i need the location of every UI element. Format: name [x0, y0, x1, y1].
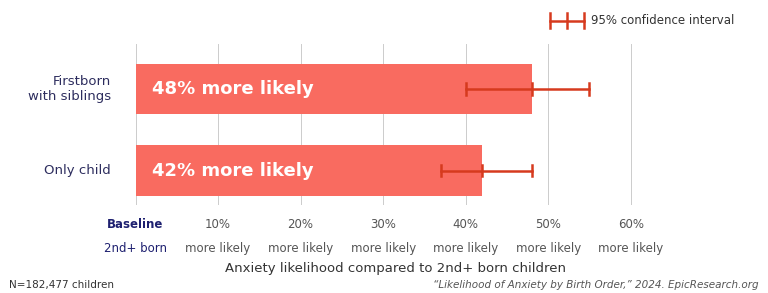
- Text: 30%: 30%: [370, 218, 396, 231]
- Text: 48% more likely: 48% more likely: [152, 80, 314, 98]
- Text: “Likelihood of Anxiety by Birth Order,” 2024. EpicResearch.org: “Likelihood of Anxiety by Birth Order,” …: [433, 280, 759, 290]
- Text: 50%: 50%: [535, 218, 561, 231]
- Text: more likely: more likely: [598, 242, 664, 255]
- Text: 20%: 20%: [287, 218, 313, 231]
- Text: 42% more likely: 42% more likely: [152, 162, 313, 180]
- Text: Anxiety likelihood compared to 2nd+ born children: Anxiety likelihood compared to 2nd+ born…: [225, 262, 566, 275]
- Text: more likely: more likely: [433, 242, 498, 255]
- Bar: [135, 64, 531, 114]
- Text: 40%: 40%: [452, 218, 478, 231]
- Text: 60%: 60%: [617, 218, 644, 231]
- Text: more likely: more likely: [268, 242, 333, 255]
- Text: more likely: more likely: [350, 242, 415, 255]
- Text: 10%: 10%: [205, 218, 231, 231]
- Text: N=182,477 children: N=182,477 children: [9, 280, 114, 290]
- Text: more likely: more likely: [185, 242, 250, 255]
- Text: more likely: more likely: [515, 242, 581, 255]
- Bar: [135, 145, 482, 196]
- Text: 95% confidence interval: 95% confidence interval: [591, 14, 734, 27]
- Text: 2nd+ born: 2nd+ born: [104, 242, 167, 255]
- Text: Baseline: Baseline: [108, 218, 164, 231]
